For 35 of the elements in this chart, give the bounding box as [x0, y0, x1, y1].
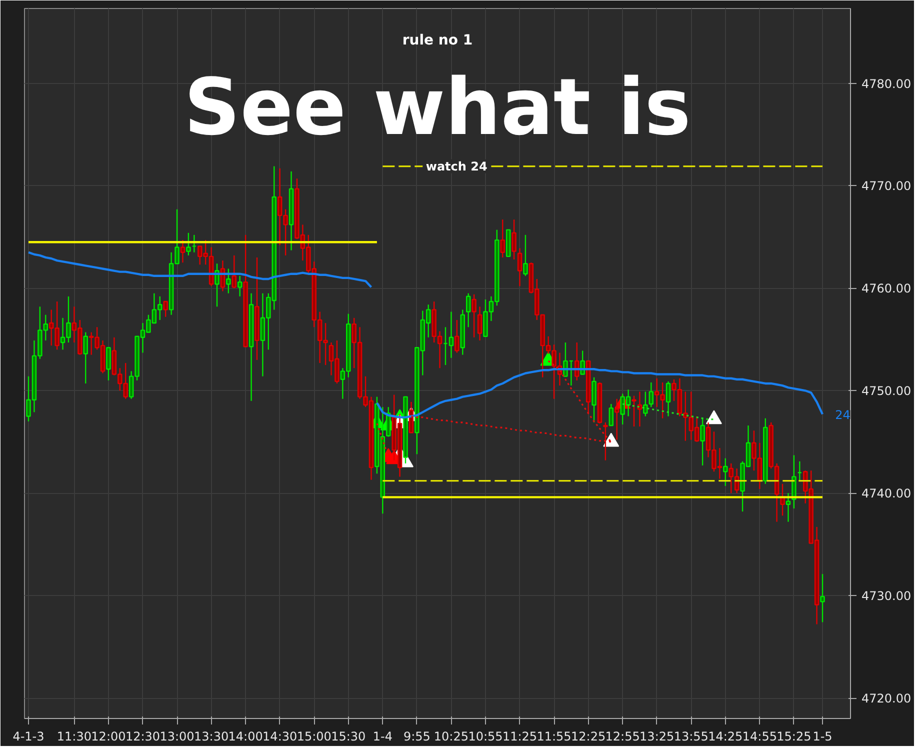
- x-tick-label: 14:00: [228, 730, 263, 744]
- x-tick-label: 14:25: [708, 730, 743, 744]
- x-tick-label: 10:25: [434, 730, 469, 744]
- x-tick-label: 12:55: [605, 730, 640, 744]
- text: See what is: [184, 62, 691, 153]
- x-tick-label: 13:30: [194, 730, 229, 744]
- x-tick-label: 10:55: [468, 730, 503, 744]
- x-tick-label: 14:55: [742, 730, 777, 744]
- x-tick-label: 11:30: [56, 730, 92, 744]
- text: 24: [835, 408, 850, 422]
- x-tick-label: 13:00: [160, 730, 194, 744]
- x-tick-label: 12:30: [125, 730, 160, 744]
- y-tick-label: 4780.00: [862, 76, 912, 91]
- x-tick-label: 12:00: [91, 730, 126, 744]
- x-tick-label: 1-4: [372, 730, 392, 744]
- y-tick-label: 4720.00: [862, 692, 912, 706]
- y-tick-label: 4770.00: [862, 179, 912, 194]
- x-tick-label: 12:25: [571, 730, 606, 744]
- x-tick-label: 13:25: [640, 730, 674, 744]
- x-tick-label: 15:25: [776, 730, 812, 744]
- text: rule no 1: [402, 32, 473, 48]
- x-tick-label: 15:30: [331, 730, 366, 744]
- x-tick-label: 11:25: [502, 730, 538, 744]
- x-tick-label: 14:30: [262, 730, 298, 744]
- y-tick-label: 4740.00: [862, 486, 912, 501]
- x-tick-label: 4-1-3: [12, 730, 44, 744]
- x-tick-label: 9:55: [403, 730, 430, 744]
- y-tick-label: 4760.00: [862, 282, 912, 296]
- x-tick-label: 1-5: [812, 730, 832, 744]
- y-tick-label: 4730.00: [862, 589, 912, 604]
- series-label: watch 24: [426, 159, 488, 174]
- x-tick-label: 15:00: [296, 730, 332, 744]
- y-tick-label: 4750.00: [862, 384, 912, 398]
- x-tick-label: 11:55: [536, 730, 572, 744]
- x-tick-label: 13:55: [674, 730, 708, 744]
